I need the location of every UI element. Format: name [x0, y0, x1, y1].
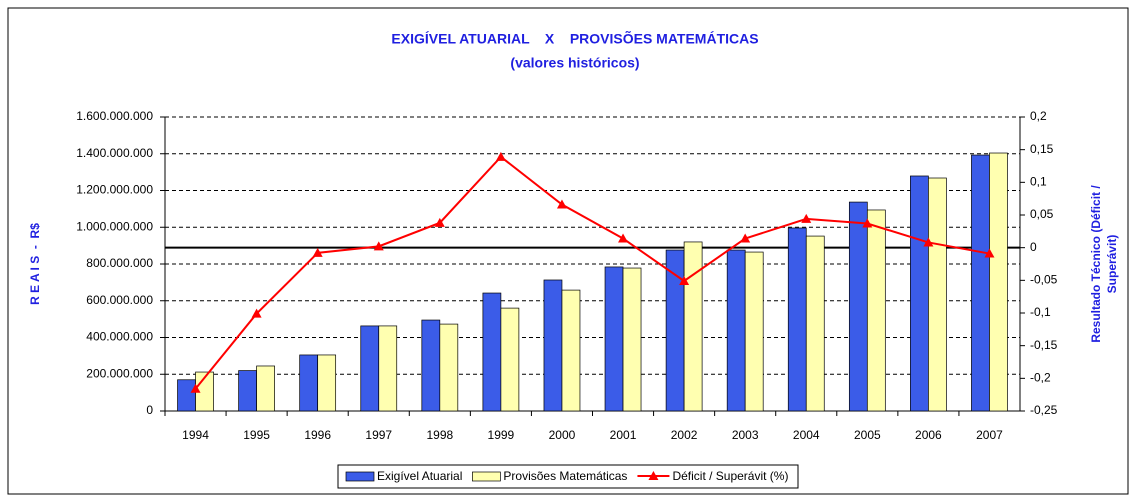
- y-tick-label: 1.400.000.000: [76, 146, 153, 160]
- legend-label: Exigível Atuarial: [377, 469, 462, 483]
- legend-swatch: [472, 471, 501, 482]
- bar: [683, 241, 703, 412]
- bar: [360, 325, 380, 412]
- marker: [556, 199, 567, 209]
- y2-tick-label: -0,15: [1030, 338, 1058, 352]
- y-tick-label: 600.000.000: [86, 293, 153, 307]
- bar: [726, 249, 746, 412]
- bar: [500, 307, 520, 412]
- bar: [744, 251, 764, 412]
- bar: [866, 209, 886, 412]
- bar: [805, 235, 825, 412]
- y2-axis-label: Resultado Técnico (Déficit /: [1089, 185, 1103, 343]
- chart-frame: [7, 7, 1129, 495]
- marker: [862, 218, 873, 228]
- legend-swatch: [648, 471, 659, 480]
- x-tick-label: 2000: [549, 428, 576, 442]
- x-tick-label: 2002: [671, 428, 698, 442]
- line: [194, 155, 990, 390]
- x-tick-label: 2006: [915, 428, 942, 442]
- y2-tick-label: 0,05: [1030, 207, 1054, 221]
- bar: [928, 177, 947, 412]
- y-tick-label: 1.600.000.000: [76, 109, 153, 123]
- x-tick-label: 1994: [182, 428, 209, 442]
- legend-label: Déficit / Superávit (%): [672, 469, 788, 483]
- marker: [679, 275, 690, 285]
- bar: [971, 154, 990, 412]
- bar: [561, 289, 581, 412]
- y2-tick-label: 0,2: [1030, 109, 1047, 123]
- bar: [989, 152, 1008, 412]
- x-tick-label: 1997: [365, 428, 392, 442]
- chart-subtitle: (valores históricos): [510, 55, 639, 71]
- marker: [373, 241, 384, 251]
- y2-tick-label: 0: [1030, 240, 1037, 254]
- y2-tick-label: -0,1: [1030, 305, 1051, 319]
- chart-title: EXIGÍVEL ATUARIAL X PROVISÕES MATEMÁTICA…: [391, 30, 758, 47]
- x-tick-label: 2004: [793, 428, 820, 442]
- y-tick-label: 1.000.000.000: [76, 219, 153, 233]
- bar: [421, 319, 441, 412]
- marker: [740, 233, 751, 243]
- marker: [801, 213, 812, 223]
- y2-tick-label: 0,15: [1030, 142, 1054, 156]
- y-axis-label: R E A I S - R$: [28, 223, 42, 305]
- marker: [251, 308, 262, 318]
- bar: [238, 370, 257, 412]
- x-tick-label: 1999: [488, 428, 515, 442]
- bar: [848, 201, 868, 412]
- bar: [317, 354, 337, 412]
- legend: [337, 464, 799, 489]
- y2-tick-label: -0,05: [1030, 273, 1058, 287]
- marker: [434, 217, 445, 227]
- bar: [543, 279, 563, 412]
- bar: [910, 175, 929, 412]
- y2-tick-label: -0,25: [1030, 403, 1058, 417]
- x-tick-label: 1996: [304, 428, 331, 442]
- y2-tick-label: -0,2: [1030, 371, 1051, 385]
- bar: [378, 325, 398, 412]
- bar: [256, 365, 275, 412]
- bar: [439, 323, 459, 412]
- bar: [787, 227, 807, 412]
- x-tick-label: 1995: [243, 428, 270, 442]
- x-tick-label: 1998: [426, 428, 453, 442]
- y2-tick-label: 0,1: [1030, 175, 1047, 189]
- marker: [923, 237, 934, 247]
- bar: [299, 354, 319, 412]
- bar: [604, 266, 624, 412]
- marker: [618, 233, 629, 243]
- y-tick-label: 800.000.000: [86, 256, 153, 270]
- marker: [190, 383, 201, 393]
- marker: [984, 248, 995, 258]
- x-tick-label: 2007: [976, 428, 1003, 442]
- marker: [495, 151, 506, 161]
- bar: [622, 267, 642, 412]
- legend-label: Provisões Matemáticas: [503, 469, 627, 483]
- bar: [177, 379, 196, 412]
- legend-swatch: [345, 471, 375, 482]
- x-tick-label: 2003: [732, 428, 759, 442]
- x-tick-label: 2001: [610, 428, 637, 442]
- y2-axis-label: Superávit): [1105, 235, 1119, 294]
- y-tick-label: 400.000.000: [86, 330, 153, 344]
- y-tick-label: 0: [146, 403, 153, 417]
- bar: [482, 292, 502, 412]
- y-tick-label: 200.000.000: [86, 366, 153, 380]
- y-tick-label: 1.200.000.000: [76, 183, 153, 197]
- marker: [312, 247, 323, 257]
- x-tick-label: 2005: [854, 428, 881, 442]
